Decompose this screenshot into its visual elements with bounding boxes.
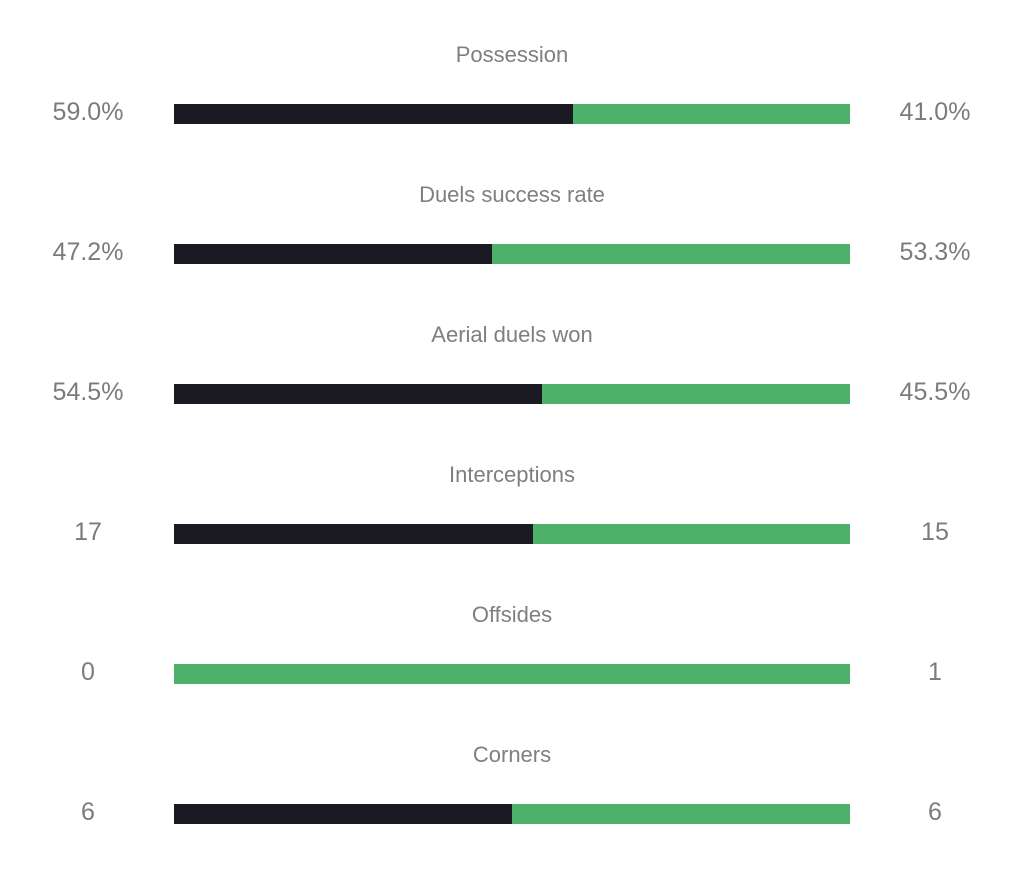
away-value: 45.5% [899,378,971,406]
away-value: 41.0% [899,98,971,126]
stat-label: Possession [455,42,569,67]
away-bar-segment [542,384,850,404]
stat-row: Corners 6 6 [0,714,1024,834]
stat-label: Corners [472,742,552,767]
stat-row: Duels success rate 47.2% 53.3% [0,154,1024,274]
stat-row: Interceptions 17 15 [0,434,1024,554]
stat-row: Aerial duels won 54.5% 45.5% [0,294,1024,414]
stat-label: Duels success rate [419,182,605,207]
stat-label: Interceptions [449,462,575,487]
home-bar-segment [174,524,534,544]
stat-row: Possession 59.0% 41.0% [0,14,1024,134]
comparison-bar [174,664,850,684]
away-bar-segment [572,104,850,124]
away-bar-segment [174,664,850,684]
away-bar-segment [512,804,850,824]
comparison-bar [174,804,850,824]
away-value: 1 [928,658,942,686]
home-bar-segment [174,244,492,264]
away-value: 6 [928,798,942,826]
away-value: 53.3% [899,238,971,266]
home-value: 17 [74,518,102,546]
away-bar-segment [491,244,850,264]
comparison-bar [174,104,850,124]
away-bar-segment [533,524,850,544]
stat-row: Offsides 0 1 [0,574,1024,694]
home-value: 47.2% [52,238,124,266]
home-value: 6 [81,798,95,826]
stat-label: Aerial duels won [431,322,593,347]
home-value: 54.5% [52,378,124,406]
home-bar-segment [174,384,543,404]
away-value: 15 [921,518,949,546]
comparison-bar [174,244,850,264]
comparison-bar [174,524,850,544]
home-value: 59.0% [52,98,124,126]
home-bar-segment [174,804,512,824]
comparison-bar [174,384,850,404]
stat-label: Offsides [471,602,553,627]
home-value: 0 [81,658,95,686]
home-bar-segment [174,104,573,124]
